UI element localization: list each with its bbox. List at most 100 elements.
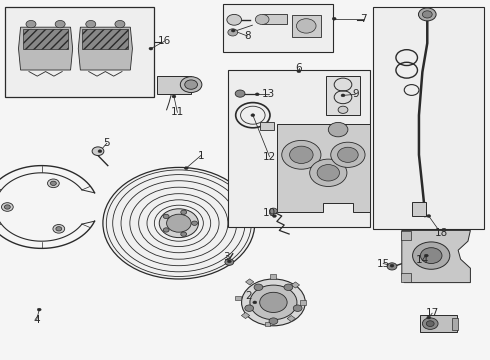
Circle shape: [255, 14, 269, 24]
Circle shape: [227, 260, 231, 263]
Text: 8: 8: [244, 31, 251, 41]
Circle shape: [253, 301, 257, 304]
Circle shape: [310, 159, 347, 186]
Text: 16: 16: [157, 36, 171, 46]
Circle shape: [55, 21, 65, 28]
Circle shape: [98, 150, 102, 153]
Bar: [287, 315, 295, 321]
Bar: [300, 300, 306, 305]
Circle shape: [53, 225, 65, 233]
Bar: [5, 7, 154, 97]
Circle shape: [328, 122, 348, 137]
Bar: [420, 315, 457, 332]
Text: 1: 1: [197, 150, 204, 161]
Text: 4: 4: [33, 315, 40, 325]
Circle shape: [272, 215, 276, 217]
Bar: [223, 4, 333, 52]
Circle shape: [418, 8, 436, 21]
Circle shape: [48, 179, 59, 188]
Circle shape: [50, 181, 56, 185]
Circle shape: [180, 77, 202, 93]
Bar: [260, 122, 274, 130]
Circle shape: [420, 248, 442, 264]
Bar: [401, 273, 411, 282]
Bar: [265, 322, 270, 326]
Circle shape: [227, 14, 242, 25]
Bar: [412, 202, 426, 216]
Circle shape: [297, 70, 301, 73]
Bar: [23, 29, 69, 49]
Circle shape: [426, 321, 434, 327]
Text: 10: 10: [263, 208, 276, 218]
Text: 15: 15: [376, 258, 390, 269]
Circle shape: [185, 80, 197, 89]
Circle shape: [115, 21, 125, 28]
Bar: [292, 15, 321, 37]
Circle shape: [270, 208, 277, 214]
Circle shape: [251, 114, 255, 117]
Bar: [245, 279, 254, 285]
Bar: [228, 70, 370, 227]
Text: 7: 7: [360, 14, 367, 24]
Text: 2: 2: [245, 291, 252, 301]
Bar: [326, 76, 360, 115]
Bar: [82, 29, 128, 49]
Polygon shape: [78, 27, 132, 70]
Text: 5: 5: [103, 138, 110, 148]
Circle shape: [242, 279, 305, 326]
Text: 9: 9: [352, 89, 359, 99]
Bar: [401, 231, 411, 240]
Bar: [242, 312, 250, 319]
Text: 6: 6: [295, 63, 302, 73]
Circle shape: [293, 305, 302, 311]
Circle shape: [427, 215, 431, 217]
Bar: [235, 296, 241, 300]
Circle shape: [184, 167, 188, 170]
Circle shape: [269, 318, 278, 324]
Circle shape: [338, 106, 348, 113]
Circle shape: [427, 316, 431, 319]
Text: 14: 14: [416, 255, 429, 265]
Circle shape: [296, 19, 316, 33]
Circle shape: [103, 167, 255, 279]
Circle shape: [255, 93, 259, 96]
Circle shape: [245, 305, 254, 311]
Bar: [262, 14, 287, 24]
Text: 11: 11: [171, 107, 184, 117]
Text: 3: 3: [223, 252, 230, 262]
Circle shape: [282, 140, 321, 169]
Bar: [452, 318, 458, 330]
Bar: [270, 274, 276, 279]
Circle shape: [163, 214, 169, 219]
Circle shape: [235, 90, 245, 97]
Bar: [291, 282, 299, 288]
Circle shape: [159, 209, 198, 238]
Circle shape: [56, 227, 62, 231]
Circle shape: [317, 165, 340, 181]
Circle shape: [290, 146, 313, 163]
Circle shape: [332, 17, 336, 20]
Circle shape: [254, 284, 263, 291]
Text: 18: 18: [434, 228, 448, 238]
Circle shape: [149, 47, 153, 50]
Circle shape: [192, 221, 197, 225]
Text: 13: 13: [262, 89, 275, 99]
Circle shape: [4, 205, 10, 209]
Circle shape: [1, 203, 13, 211]
Circle shape: [231, 29, 235, 32]
Circle shape: [181, 210, 187, 215]
Circle shape: [92, 147, 104, 156]
Polygon shape: [19, 27, 73, 70]
Circle shape: [250, 285, 297, 320]
Circle shape: [163, 228, 169, 232]
Circle shape: [172, 95, 176, 98]
Circle shape: [387, 263, 397, 270]
Circle shape: [260, 292, 287, 312]
Text: 17: 17: [425, 308, 439, 318]
Circle shape: [413, 242, 450, 269]
Circle shape: [284, 284, 293, 291]
Text: 12: 12: [263, 152, 276, 162]
Bar: [157, 76, 191, 94]
Circle shape: [331, 142, 365, 167]
Circle shape: [167, 214, 191, 232]
